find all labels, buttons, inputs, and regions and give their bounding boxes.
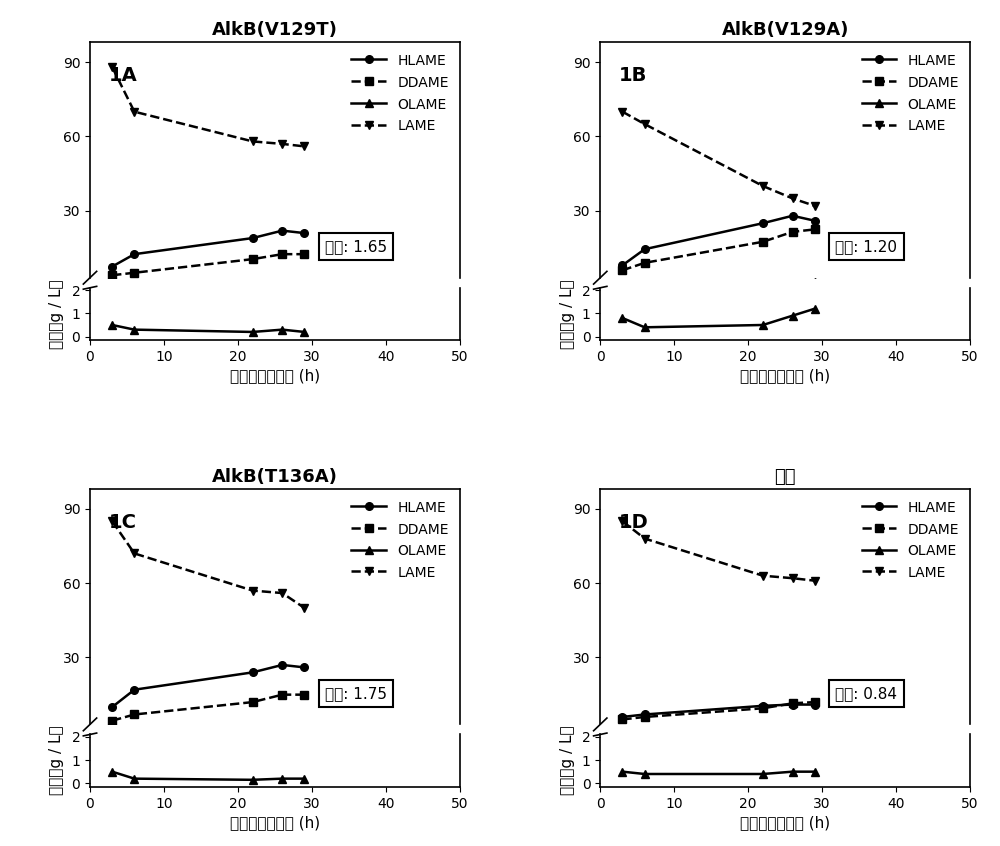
Legend: HLAME, DDAME, OLAME, LAME: HLAME, DDAME, OLAME, LAME	[347, 496, 453, 585]
Title: AlkB(T136A): AlkB(T136A)	[212, 468, 338, 486]
Y-axis label: 浓度（g / L）: 浓度（g / L）	[560, 726, 575, 795]
X-axis label: 生物转化的时间 (h): 生物转化的时间 (h)	[740, 368, 830, 383]
Legend: HLAME, DDAME, OLAME, LAME: HLAME, DDAME, OLAME, LAME	[347, 49, 453, 138]
Text: 比率: 1.20: 比率: 1.20	[835, 239, 897, 254]
Text: 比率: 1.65: 比率: 1.65	[325, 239, 387, 254]
Text: 1A: 1A	[108, 66, 137, 85]
Legend: HLAME, DDAME, OLAME, LAME: HLAME, DDAME, OLAME, LAME	[857, 496, 963, 585]
Y-axis label: 浓度（g / L）: 浓度（g / L）	[49, 279, 64, 349]
Legend: HLAME, DDAME, OLAME, LAME: HLAME, DDAME, OLAME, LAME	[857, 49, 963, 138]
X-axis label: 生物转化的时间 (h): 生物转化的时间 (h)	[740, 815, 830, 830]
Text: 1B: 1B	[619, 66, 647, 85]
X-axis label: 生物转化的时间 (h): 生物转化的时间 (h)	[230, 368, 320, 383]
Y-axis label: 浓度（g / L）: 浓度（g / L）	[560, 279, 575, 349]
Text: 1D: 1D	[619, 513, 648, 531]
Title: AlkB(V129A): AlkB(V129A)	[721, 21, 849, 40]
Y-axis label: 浓度（g / L）: 浓度（g / L）	[49, 726, 64, 795]
Title: AlkB(V129T): AlkB(V129T)	[212, 21, 338, 40]
Text: 比率: 0.84: 比率: 0.84	[835, 686, 897, 700]
X-axis label: 生物转化的时间 (h): 生物转化的时间 (h)	[230, 815, 320, 830]
Text: 1C: 1C	[108, 513, 136, 531]
Title: 对照: 对照	[774, 468, 796, 486]
Text: 比率: 1.75: 比率: 1.75	[325, 686, 387, 700]
